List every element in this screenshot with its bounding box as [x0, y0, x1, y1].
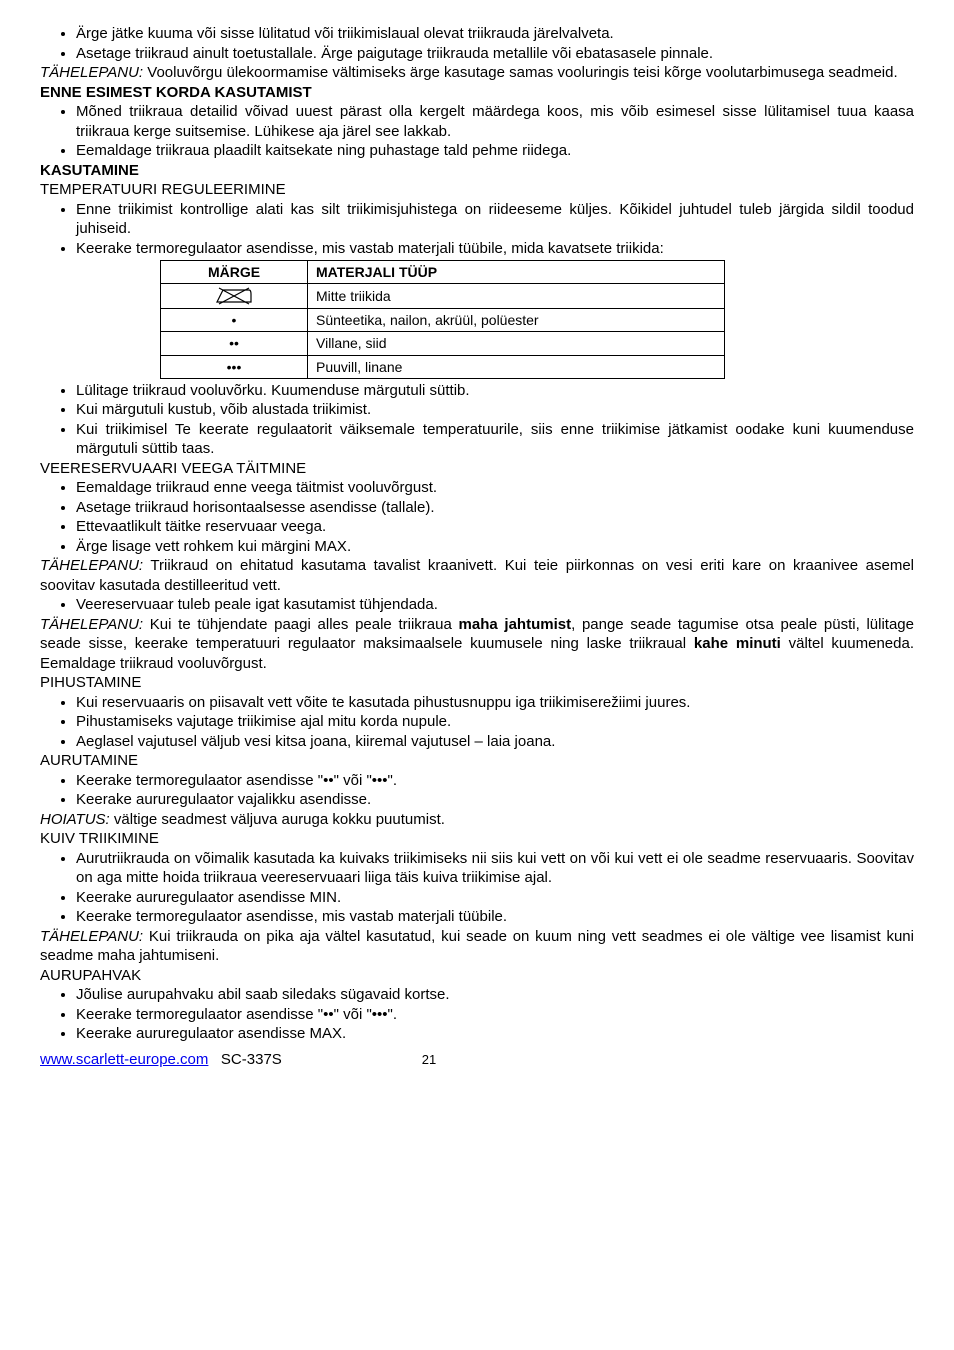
list-item: Keerake termoregulaator asendisse "••" v…: [76, 771, 914, 791]
heading-temperatuuri: TEMPERATUURI REGULEERIMINE: [40, 180, 914, 200]
list-item: Kui triikimisel Te keerate regulaatorit …: [76, 420, 914, 459]
attention-note: TÄHELEPANU: Vooluvõrgu ülekoormamise väl…: [40, 63, 914, 83]
table-cell-dots: ••: [161, 332, 308, 355]
attention-text-pre: Kui te tühjendate paagi alles peale trii…: [143, 616, 458, 633]
veereserv-list: Eemaldage triikraud enne veega täitmist …: [40, 478, 914, 556]
list-item: Keerake termoregulaator asendisse "••" v…: [76, 1005, 914, 1025]
list-item: Ärge jätke kuuma või sisse lülitatud või…: [76, 24, 914, 44]
attention-text: Triikraud on ehitatud kasutama tavalist …: [40, 557, 914, 594]
hoiatus-note: HOIATUS: vältige seadmest väljuva auruga…: [40, 810, 914, 830]
attention-label: TÄHELEPANU:: [40, 64, 143, 81]
list-item: Eemaldage triikraua plaadilt kaitsekate …: [76, 141, 914, 161]
list-item: Veereservuaar tuleb peale igat kasutamis…: [76, 595, 914, 615]
list-item: Asetage triikraud horisontaalsesse asend…: [76, 498, 914, 518]
list-item: Kui märgutuli kustub, võib alustada trii…: [76, 400, 914, 420]
heading-veereserv: VEERESERVUAARI VEEGA TÄITMINE: [40, 459, 914, 479]
attention-note: TÄHELEPANU: Triikraud on ehitatud kasuta…: [40, 556, 914, 595]
list-item: Aeglasel vajutusel väljub vesi kitsa joa…: [76, 732, 914, 752]
heading-aurutamine: AURUTAMINE: [40, 751, 914, 771]
list-item: Asetage triikraud ainult toetustallale. …: [76, 44, 914, 64]
page-number: 21: [422, 1052, 436, 1069]
pihust-list: Kui reservuaaris on piisavalt vett võite…: [40, 693, 914, 752]
kuiv-list: Aurutriikrauda on võimalik kasutada ka k…: [40, 849, 914, 927]
table-row: • Sünteetika, nailon, akrüül, polüester: [161, 309, 725, 332]
table-cell: Sünteetika, nailon, akrüül, polüester: [308, 309, 725, 332]
aurut-list: Keerake termoregulaator asendisse "••" v…: [40, 771, 914, 810]
aurupahvak-list: Jõulise aurupahvaku abil saab siledaks s…: [40, 985, 914, 1044]
footer-link[interactable]: www.scarlett-europe.com: [40, 1051, 208, 1068]
footer-model: SC-337S: [221, 1051, 282, 1068]
list-item: Mõned triikraua detailid võivad uuest pä…: [76, 102, 914, 141]
attention-bold-1: maha jahtumist: [459, 616, 572, 633]
hoiatus-text: vältige seadmest väljuva auruga kokku pu…: [110, 811, 445, 828]
list-item: Keerake aururegulaator vajalikku asendis…: [76, 790, 914, 810]
attention-label: TÄHELEPANU:: [40, 616, 143, 633]
table-row: ••• Puuvill, linane: [161, 355, 725, 378]
no-iron-icon: [161, 284, 308, 309]
attention-bold-2: kahe minuti: [694, 635, 781, 652]
material-table: MÄRGE MATERJALI TÜÜP Mitte triikida • Sü…: [160, 260, 725, 379]
list-item: Enne triikimist kontrollige alati kas si…: [76, 200, 914, 239]
list-item: Ettevaatlikult täitke reservuaar veega.: [76, 517, 914, 537]
attention-label: TÄHELEPANU:: [40, 557, 143, 574]
heading-pihustamine: PIHUSTAMINE: [40, 673, 914, 693]
list-item: Eemaldage triikraud enne veega täitmist …: [76, 478, 914, 498]
list-item: Ärge lisage vett rohkem kui märgini MAX.: [76, 537, 914, 557]
attention-label: TÄHELEPANU:: [40, 928, 143, 945]
list-item: Jõulise aurupahvaku abil saab siledaks s…: [76, 985, 914, 1005]
list-item: Keerake aururegulaator asendisse MAX.: [76, 1024, 914, 1044]
list-item: Pihustamiseks vajutage triikimise ajal m…: [76, 712, 914, 732]
table-header-row: MÄRGE MATERJALI TÜÜP: [161, 261, 725, 284]
table-row: •• Villane, siid: [161, 332, 725, 355]
attention-text: Kui triikrauda on pika aja vältel kasuta…: [40, 928, 914, 965]
attention-note: TÄHELEPANU: Kui triikrauda on pika aja v…: [40, 927, 914, 966]
heading-kuiv: KUIV TRIIKIMINE: [40, 829, 914, 849]
heading-first-use: ENNE ESIMEST KORDA KASUTAMIST: [40, 83, 914, 103]
heading-aurupahvak: AURUPAHVAK: [40, 966, 914, 986]
attention-note: TÄHELEPANU: Kui te tühjendate paagi alle…: [40, 615, 914, 674]
hoiatus-label: HOIATUS:: [40, 811, 110, 828]
intro-list: Ärge jätke kuuma või sisse lülitatud või…: [40, 24, 914, 63]
post-table-list: Lülitage triikraud vooluvõrku. Kuumendus…: [40, 381, 914, 459]
table-cell-dots: •••: [161, 355, 308, 378]
list-item: Aurutriikrauda on võimalik kasutada ka k…: [76, 849, 914, 888]
footer: www.scarlett-europe.com SC-337S 21: [40, 1050, 914, 1070]
table-row: Mitte triikida: [161, 284, 725, 309]
list-item: Keerake termoregulaator asendisse, mis v…: [76, 907, 914, 927]
attention-text: Vooluvõrgu ülekoormamise vältimiseks ärg…: [143, 64, 898, 81]
table-cell: Villane, siid: [308, 332, 725, 355]
list-item: Keerake aururegulaator asendisse MIN.: [76, 888, 914, 908]
list-item: Keerake termoregulaator asendisse, mis v…: [76, 239, 914, 259]
veereserv-list-2: Veereservuaar tuleb peale igat kasutamis…: [40, 595, 914, 615]
first-use-list: Mõned triikraua detailid võivad uuest pä…: [40, 102, 914, 161]
table-cell: Mitte triikida: [308, 284, 725, 309]
list-item: Lülitage triikraud vooluvõrku. Kuumendus…: [76, 381, 914, 401]
table-header-marge: MÄRGE: [161, 261, 308, 284]
table-cell-dots: •: [161, 309, 308, 332]
temp-list: Enne triikimist kontrollige alati kas si…: [40, 200, 914, 259]
heading-kasutamine: KASUTAMINE: [40, 161, 914, 181]
list-item: Kui reservuaaris on piisavalt vett võite…: [76, 693, 914, 713]
table-cell: Puuvill, linane: [308, 355, 725, 378]
table-header-material: MATERJALI TÜÜP: [308, 261, 725, 284]
